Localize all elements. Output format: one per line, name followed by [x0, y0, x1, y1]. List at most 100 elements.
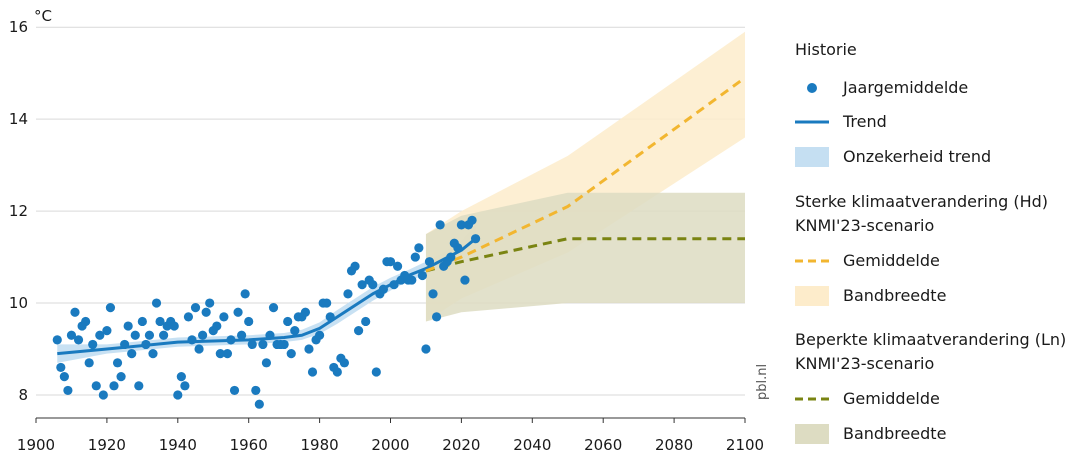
legend-label: Gemiddelde	[843, 251, 940, 270]
data-point	[219, 312, 229, 322]
legend-item-trend: Trend	[795, 110, 1067, 134]
data-point	[198, 330, 208, 340]
data-point	[261, 358, 272, 368]
data-point	[371, 367, 381, 377]
legend-item-trend-band: Onzekerheid trend	[795, 145, 1067, 169]
y-tick-label: 16	[9, 18, 28, 36]
data-point	[414, 243, 424, 253]
data-point	[105, 303, 116, 313]
data-point	[226, 335, 236, 345]
y-tick-label: 10	[9, 294, 28, 312]
y-unit-label: °C	[34, 7, 52, 25]
data-point	[424, 257, 435, 267]
temperature-chart: 8 10 12 14 16 1900 1920 1940 1960 1980 2000 2020 204…	[9, 7, 770, 454]
data-point	[141, 339, 151, 350]
data-point	[59, 372, 69, 382]
legend-hd-title: Sterke klimaatverandering (Hd)	[795, 192, 1049, 211]
data-point	[56, 362, 66, 373]
data-point	[470, 234, 481, 244]
band-swatch	[795, 424, 829, 444]
x-tick-label: 1960	[230, 436, 268, 454]
data-point	[378, 284, 389, 294]
x-tick-label: 1980	[301, 436, 339, 454]
data-point	[304, 344, 314, 354]
legend-hd-subtitle: KNMI'23-scenario	[795, 216, 935, 235]
dot-swatch	[807, 83, 817, 93]
data-point	[169, 321, 179, 331]
line-trend	[57, 237, 477, 356]
y-tick-label: 8	[18, 386, 28, 404]
legend-label: Onzekerheid trend	[843, 147, 992, 166]
data-point	[407, 275, 417, 285]
data-point	[361, 316, 371, 327]
band-swatch	[795, 286, 829, 306]
data-point	[265, 330, 275, 340]
x-tick-label: 1940	[159, 436, 197, 454]
data-point	[446, 252, 456, 262]
data-point	[357, 280, 367, 290]
x-tick-label: 2000	[371, 436, 409, 454]
x-tick-label: 2080	[655, 436, 693, 454]
data-point	[187, 335, 197, 345]
data-point	[428, 289, 438, 299]
data-point	[95, 330, 105, 340]
data-point	[410, 252, 420, 262]
data-point	[190, 303, 201, 313]
data-point	[290, 326, 300, 336]
x-tick-label: 1900	[17, 436, 55, 454]
x-tick-label: 1920	[88, 436, 126, 454]
data-point	[368, 280, 378, 290]
data-point	[385, 257, 396, 267]
data-point	[120, 339, 130, 350]
data-point	[332, 367, 342, 377]
data-point	[215, 349, 225, 359]
data-point	[421, 344, 431, 354]
legend-label: Gemiddelde	[843, 389, 940, 408]
data-point	[194, 344, 204, 354]
data-point	[148, 349, 158, 359]
x-tick-label: 2100	[726, 436, 764, 454]
data-point	[417, 270, 428, 281]
data-point	[201, 307, 211, 317]
data-point	[130, 330, 140, 340]
y-tick-label: 14	[9, 110, 28, 128]
source-label: pbl.nl	[755, 364, 770, 400]
data-point	[205, 298, 215, 308]
band-bandbreedte-ln	[425, 192, 745, 322]
line-swatch	[795, 120, 829, 124]
uncertainty-bands	[57, 31, 745, 363]
data-point	[300, 307, 311, 317]
data-point	[52, 335, 62, 345]
data-point	[453, 243, 463, 253]
data-point	[88, 339, 98, 350]
data-point	[435, 220, 445, 230]
data-point	[183, 312, 194, 322]
data-point	[134, 381, 144, 391]
data-point	[116, 372, 126, 382]
legend-item-annual-mean: Jaargemiddelde	[795, 76, 1067, 100]
x-tick-label: 2020	[442, 436, 480, 454]
data-point	[268, 303, 279, 313]
data-point	[180, 381, 190, 391]
data-point	[350, 261, 360, 271]
data-point	[176, 372, 186, 382]
data-point	[279, 339, 289, 350]
data-point	[286, 349, 296, 359]
legend-item-hd-band: Bandbreedte	[795, 284, 1067, 308]
legend-label: Bandbreedte	[843, 424, 947, 443]
legend-item-ln-mean: Gemiddelde	[795, 387, 1067, 411]
data-point	[283, 316, 293, 327]
data-point	[66, 330, 77, 340]
data-point	[467, 215, 477, 225]
legend-history-title: Historie	[795, 40, 857, 59]
data-point	[109, 381, 119, 391]
data-point	[151, 298, 162, 308]
x-tick-label: 2060	[584, 436, 622, 454]
data-point	[322, 298, 332, 308]
data-point	[144, 330, 155, 340]
data-point	[307, 367, 318, 377]
data-point	[233, 307, 243, 317]
data-point	[102, 326, 112, 336]
x-tick-label: 2040	[513, 436, 551, 454]
data-point	[240, 289, 250, 299]
